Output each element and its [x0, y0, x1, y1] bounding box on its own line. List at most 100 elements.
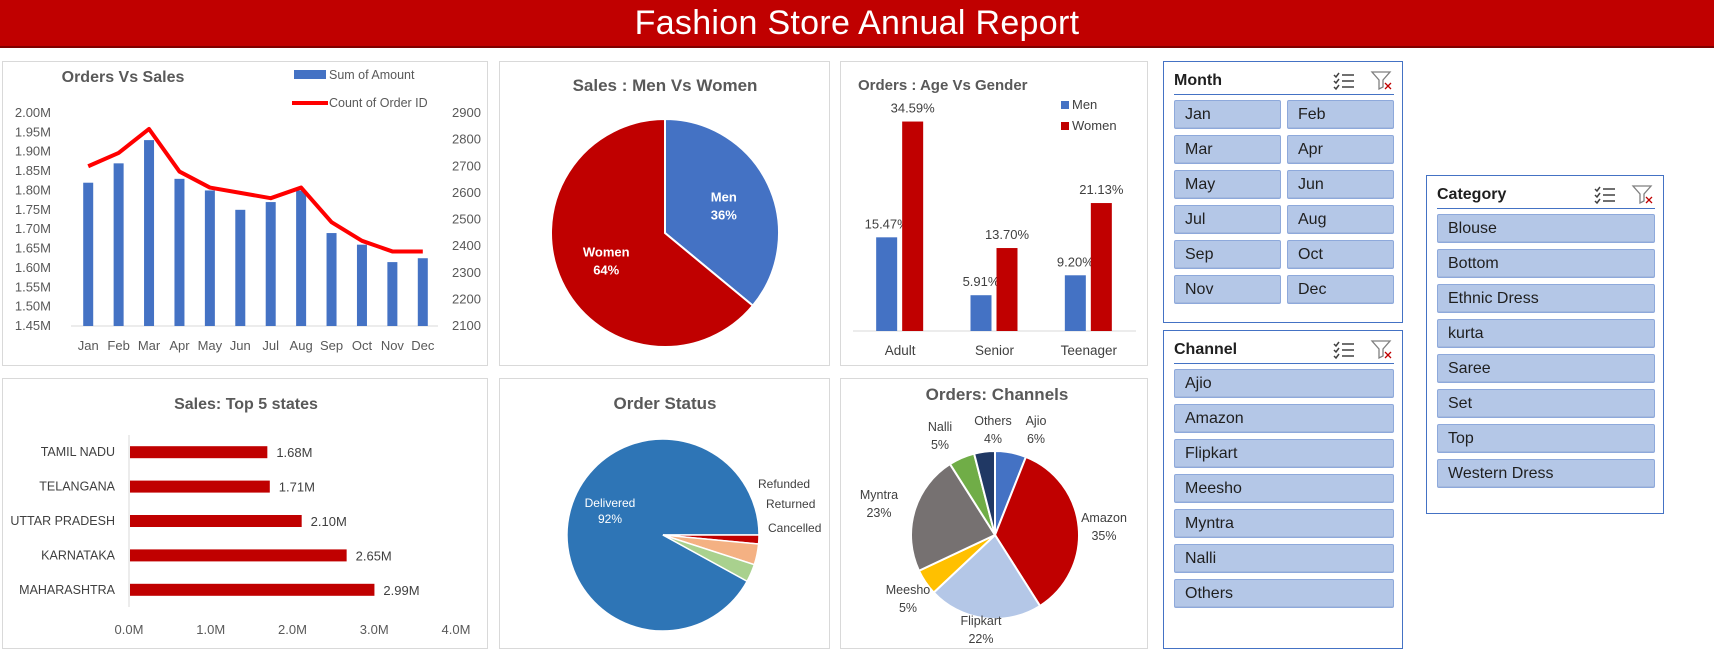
clear-filter-icon[interactable] — [1370, 339, 1394, 361]
chart-title: Orders: Channels — [926, 385, 1069, 404]
slicer-item-others[interactable]: Others — [1174, 579, 1394, 608]
slicer-item-ajio[interactable]: Ajio — [1174, 369, 1394, 398]
chart-title: Orders : Age Vs Gender — [858, 77, 1028, 94]
bar-men — [876, 237, 898, 331]
slicer-item-jul[interactable]: Jul — [1174, 205, 1281, 234]
slicer-item-sep[interactable]: Sep — [1174, 240, 1281, 269]
x-tick-label: Sep — [320, 338, 343, 353]
slicer-item-bottom[interactable]: Bottom — [1437, 249, 1655, 278]
slicer-item-western-dress[interactable]: Western Dress — [1437, 459, 1655, 488]
bar-sum-of-amount — [144, 140, 155, 326]
bar-men — [970, 295, 992, 331]
legend-label: Men — [1072, 97, 1097, 112]
data-label: 2.65M — [356, 548, 392, 563]
legend-swatch-sum-of-amount — [294, 70, 326, 79]
slicer-header: Month — [1174, 68, 1394, 95]
report-banner: Fashion Store Annual Report — [0, 0, 1714, 48]
x-tick-label: Adult — [885, 343, 916, 358]
x-tick-label: 1.0M — [196, 622, 225, 637]
slice-label: Refunded — [758, 477, 810, 491]
channel-items: Ajio Amazon Flipkart Meesho Myntra Nalli Other… — [1174, 369, 1394, 608]
slicer-item-mar[interactable]: Mar — [1174, 135, 1281, 164]
slice-label: Amazon — [1081, 511, 1127, 525]
slicer-item-dec[interactable]: Dec — [1287, 275, 1394, 304]
slicer-item-jan[interactable]: Jan — [1174, 100, 1281, 129]
slicer-item-ethnic-dress[interactable]: Ethnic Dress — [1437, 284, 1655, 313]
bar-sum-of-amount — [326, 233, 337, 326]
data-label: 21.13% — [1079, 182, 1124, 197]
slicer-item-feb[interactable]: Feb — [1287, 100, 1394, 129]
slicer-header: Category — [1437, 182, 1655, 209]
clear-filter-icon[interactable] — [1631, 184, 1655, 206]
bar-men — [1064, 275, 1086, 331]
slice-label: Women — [583, 245, 630, 260]
slice-label: Returned — [766, 497, 815, 511]
x-tick-label: Teenager — [1061, 343, 1118, 358]
data-label: 2.99M — [383, 583, 419, 598]
channels-panel: Orders: Channels Ajio 6% Amazon 35% Flipkart 2… — [840, 378, 1148, 649]
bar-state — [130, 583, 375, 596]
slice-label: Myntra — [860, 488, 898, 502]
slicer-item-saree[interactable]: Saree — [1437, 354, 1655, 383]
y-tick-label: TAMIL NADU — [41, 445, 115, 459]
slicer-item-aug[interactable]: Aug — [1287, 205, 1394, 234]
x-tick-label: Feb — [107, 338, 129, 353]
bar-women — [902, 121, 924, 331]
slice-label: Ajio — [1026, 414, 1047, 428]
multi-select-icon[interactable] — [1593, 184, 1617, 206]
x-tick-label: Jun — [230, 338, 251, 353]
slicer-item-top[interactable]: Top — [1437, 424, 1655, 453]
legend-swatch-women — [1061, 122, 1069, 130]
slicer-item-oct[interactable]: Oct — [1287, 240, 1394, 269]
bar-state — [130, 446, 268, 459]
multi-select-icon[interactable] — [1332, 339, 1356, 361]
y-right-tick-label: 2100 — [452, 318, 481, 333]
month-items: Jan Feb Mar Apr May Jun Jul Aug Sep Oct Nov Dec — [1174, 100, 1394, 304]
slicer-title: Channel — [1174, 341, 1238, 358]
y-left-tick-label: 2.00M — [15, 105, 51, 120]
bar-sum-of-amount — [296, 190, 307, 326]
slicer-item-amazon[interactable]: Amazon — [1174, 404, 1394, 433]
slicer-item-may[interactable]: May — [1174, 170, 1281, 199]
y-right-tick-label: 2200 — [452, 291, 481, 306]
bar-sum-of-amount — [174, 178, 185, 326]
legend-swatch-men — [1061, 101, 1069, 109]
y-left-tick-label: 1.70M — [15, 221, 51, 236]
y-left-tick-label: 1.85M — [15, 163, 51, 178]
slice-label: Men — [711, 189, 737, 204]
slicer-item-myntra[interactable]: Myntra — [1174, 509, 1394, 538]
slicer-item-apr[interactable]: Apr — [1287, 135, 1394, 164]
slicer-item-set[interactable]: Set — [1437, 389, 1655, 418]
slicer-title: Month — [1174, 72, 1222, 89]
legend-label: Women — [1072, 118, 1117, 133]
bar-state — [130, 515, 302, 527]
slice-percent: 5% — [931, 438, 949, 452]
x-tick-label: 4.0M — [442, 622, 471, 637]
y-right-tick-label: 2800 — [452, 132, 481, 147]
slicer-title: Category — [1437, 186, 1507, 203]
slice-percent: 4% — [984, 432, 1002, 446]
data-label: 2.10M — [311, 514, 347, 529]
x-tick-label: Jul — [262, 338, 279, 353]
y-tick-label: MAHARASHTRA — [19, 583, 116, 597]
data-label: 5.91% — [963, 274, 1000, 289]
x-tick-label: May — [198, 338, 223, 353]
data-label: 1.71M — [279, 480, 315, 495]
multi-select-icon[interactable] — [1332, 70, 1356, 92]
y-right-tick-label: 2900 — [452, 105, 481, 120]
slice-label: Cancelled — [768, 521, 821, 535]
slicer-item-jun[interactable]: Jun — [1287, 170, 1394, 199]
slice-percent: 5% — [899, 601, 917, 615]
slicer-item-meesho[interactable]: Meesho — [1174, 474, 1394, 503]
slicer-item-kurta[interactable]: kurta — [1437, 319, 1655, 348]
slicer-item-nov[interactable]: Nov — [1174, 275, 1281, 304]
slicer-item-flipkart[interactable]: Flipkart — [1174, 439, 1394, 468]
slicer-item-nalli[interactable]: Nalli — [1174, 544, 1394, 573]
bar-state — [130, 549, 347, 562]
slicer-item-blouse[interactable]: Blouse — [1437, 214, 1655, 243]
category-slicer: Category Blouse Bottom Ethnic Dress kurta Sa… — [1426, 175, 1664, 514]
bar-sum-of-amount — [204, 190, 215, 326]
y-tick-label: UTTAR PRADESH — [10, 514, 115, 528]
clear-filter-icon[interactable] — [1370, 70, 1394, 92]
y-left-tick-label: 1.65M — [15, 241, 51, 256]
